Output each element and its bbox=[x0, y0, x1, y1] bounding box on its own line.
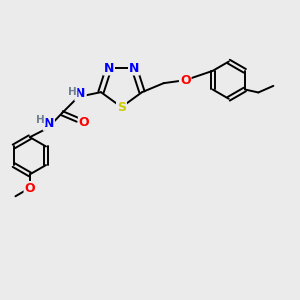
Text: N: N bbox=[129, 61, 140, 74]
Text: S: S bbox=[117, 100, 126, 114]
Text: O: O bbox=[79, 116, 89, 129]
Text: O: O bbox=[180, 74, 190, 87]
Text: H: H bbox=[68, 87, 76, 97]
Text: N: N bbox=[44, 117, 54, 130]
Text: O: O bbox=[25, 182, 35, 195]
Text: N: N bbox=[103, 61, 114, 74]
Text: H: H bbox=[36, 116, 45, 125]
Text: N: N bbox=[75, 88, 86, 100]
